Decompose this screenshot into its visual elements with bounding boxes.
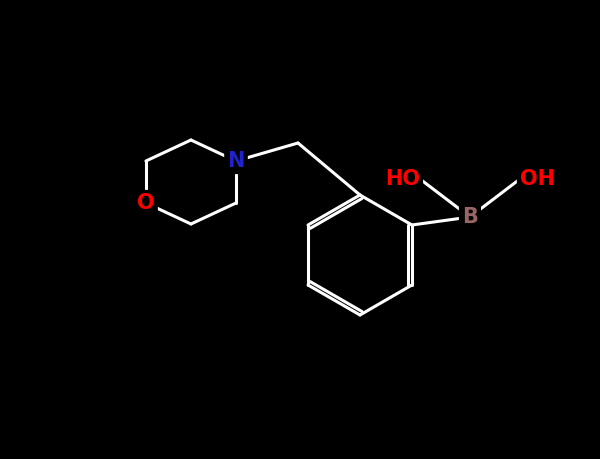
Text: O: O (137, 193, 155, 213)
Text: B: B (462, 207, 478, 227)
Text: OH: OH (520, 169, 555, 189)
Text: N: N (227, 151, 245, 171)
Text: HO: HO (385, 169, 420, 189)
